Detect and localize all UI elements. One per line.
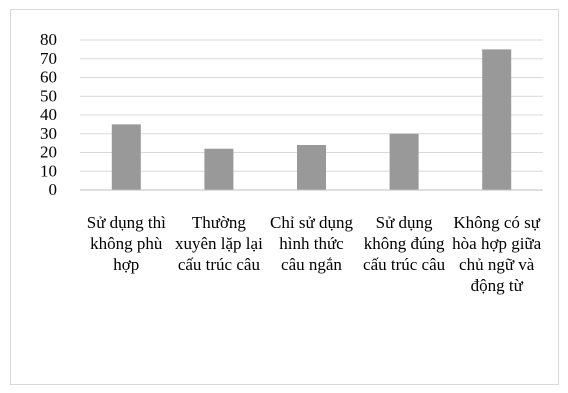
category-label: Thường xuyên lặp lại cấu trúc câu	[174, 213, 263, 274]
y-tick-label: 0	[49, 180, 58, 199]
bar	[297, 145, 326, 190]
y-tick-label: 20	[40, 143, 57, 162]
y-tick-label: 30	[40, 124, 57, 143]
category-label: Chỉ sử dụng hình thức câu ngắn	[270, 213, 353, 274]
y-tick-label: 10	[40, 161, 57, 180]
y-tick-label: 50	[40, 86, 57, 105]
y-tick-label: 40	[40, 105, 57, 124]
category-label: Sử dụng không đúng cấu trúc câu	[363, 213, 446, 274]
bar	[204, 148, 234, 190]
y-tick-label: 60	[40, 68, 57, 87]
y-tick-label: 70	[40, 49, 57, 68]
bar	[389, 133, 419, 190]
category-label: Không có sự hòa hợp giữa chủ ngữ và động…	[452, 213, 542, 295]
chart-frame	[10, 9, 559, 385]
y-tick-label: 80	[40, 30, 57, 49]
category-label: Sử dụng thì không phù hợp	[86, 213, 166, 274]
bars	[111, 49, 512, 190]
bar	[482, 49, 512, 190]
bar	[111, 124, 141, 190]
gridlines	[80, 39, 543, 172]
